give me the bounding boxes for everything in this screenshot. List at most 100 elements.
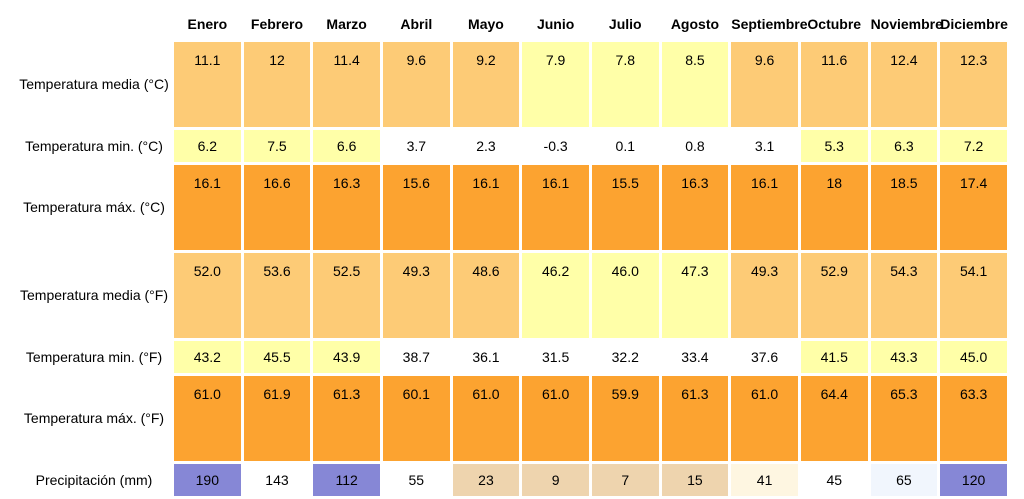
table-row: Temperatura min. (°F) 43.2 45.5 43.9 38.7 36.… <box>17 341 1007 373</box>
table-cell: 15.5 <box>591 165 659 250</box>
table-cell: 16.6 <box>243 165 311 250</box>
table-cell: 52.9 <box>800 253 868 338</box>
table-cell: 52.0 <box>174 253 241 338</box>
table-cell: 18 <box>800 165 868 250</box>
table-cell: 65.3 <box>870 376 938 461</box>
month-header: Mayo <box>468 16 504 32</box>
row-label: Temperatura media (°C) <box>17 42 171 127</box>
table-cell: 65 <box>870 464 938 496</box>
table-cell: 45.5 <box>243 341 311 373</box>
table-cell: 7 <box>591 464 659 496</box>
row-label: Precipitación (mm) <box>17 464 171 496</box>
table-cell: 143 <box>243 464 311 496</box>
table-cell: 120 <box>940 464 1007 496</box>
table-cell: 7.2 <box>940 130 1007 162</box>
table-cell: 49.3 <box>731 253 798 338</box>
table-cell: 41 <box>731 464 798 496</box>
table-cell: 61.0 <box>731 376 798 461</box>
table-cell: 60.1 <box>382 376 450 461</box>
table-cell: 112 <box>313 464 380 496</box>
month-header: Julio <box>608 16 642 32</box>
table-cell: 16.1 <box>452 165 520 250</box>
row-label: Temperatura media (°F) <box>17 253 171 338</box>
table-cell: 9 <box>522 464 589 496</box>
table-cell: 37.6 <box>731 341 798 373</box>
table-cell: 64.4 <box>800 376 868 461</box>
climate-table-container: Enero Febrero Marzo Abril Mayo Junio Jul… <box>14 6 1010 499</box>
table-cell: 47.3 <box>661 253 729 338</box>
month-header: Noviembre <box>870 16 943 32</box>
table-cell: 63.3 <box>940 376 1007 461</box>
month-header: Febrero <box>250 16 304 32</box>
table-row: Temperatura min. (°C) 6.2 7.5 6.6 3.7 2.3 -0.3… <box>17 130 1007 162</box>
table-cell: 23 <box>452 464 520 496</box>
table-cell: 41.5 <box>800 341 868 373</box>
table-cell: 61.3 <box>313 376 380 461</box>
table-cell: 3.1 <box>731 130 798 162</box>
table-cell: 61.0 <box>522 376 589 461</box>
table-row: Temperatura máx. (°C) 16.1 16.6 16.3 15.6 16.… <box>17 165 1007 250</box>
table-cell: 9.6 <box>382 42 450 127</box>
table-cell: 5.3 <box>800 130 868 162</box>
table-row: Precipitación (mm) 190 143 112 55 23 9 7 15 41 45 6… <box>17 464 1007 496</box>
table-cell: 11.6 <box>800 42 868 127</box>
month-header: Junio <box>536 16 575 32</box>
month-header: Enero <box>187 16 228 32</box>
table-cell: 48.6 <box>452 253 520 338</box>
table-row: Temperatura media (°F) 52.0 53.6 52.5 49.3 48… <box>17 253 1007 338</box>
month-header: Abril <box>400 16 433 32</box>
row-label: Temperatura min. (°F) <box>17 341 171 373</box>
table-cell: 46.0 <box>591 253 659 338</box>
row-label: Temperatura máx. (°C) <box>17 165 171 250</box>
row-label: Temperatura máx. (°F) <box>17 376 171 461</box>
table-cell: 54.3 <box>870 253 938 338</box>
table-cell: 6.2 <box>174 130 241 162</box>
table-cell: 2.3 <box>452 130 520 162</box>
table-cell: 7.5 <box>243 130 311 162</box>
table-cell: 52.5 <box>313 253 380 338</box>
month-header: Diciembre <box>940 16 1008 32</box>
table-cell: 43.2 <box>174 341 241 373</box>
table-cell: 6.6 <box>313 130 380 162</box>
table-cell: 61.9 <box>243 376 311 461</box>
header-row: Enero Febrero Marzo Abril Mayo Junio Jul… <box>17 9 1007 39</box>
table-cell: 59.9 <box>591 376 659 461</box>
table-cell: 18.5 <box>870 165 938 250</box>
table-cell: 16.3 <box>661 165 729 250</box>
table-cell: 9.2 <box>452 42 520 127</box>
table-row: Temperatura media (°C) 11.1 12 11.4 9.6 9.2 7.… <box>17 42 1007 127</box>
table-cell: 61.0 <box>452 376 520 461</box>
table-cell: 0.8 <box>661 130 729 162</box>
table-body: Temperatura media (°C) 11.1 12 11.4 9.6 9.2 7.… <box>17 42 1007 496</box>
table-cell: 12.3 <box>940 42 1007 127</box>
header-corner <box>17 9 171 39</box>
table-cell: 7.8 <box>591 42 659 127</box>
table-cell: 45 <box>800 464 868 496</box>
table-cell: 16.3 <box>313 165 380 250</box>
table-cell: 32.2 <box>591 341 659 373</box>
table-cell: 16.1 <box>174 165 241 250</box>
table-cell: 6.3 <box>870 130 938 162</box>
table-cell: -0.3 <box>522 130 589 162</box>
table-cell: 49.3 <box>382 253 450 338</box>
table-cell: 55 <box>382 464 450 496</box>
month-header: Agosto <box>670 16 720 32</box>
table-cell: 36.1 <box>452 341 520 373</box>
month-header: Octubre <box>807 16 862 32</box>
table-cell: 61.0 <box>174 376 241 461</box>
table-cell: 12 <box>243 42 311 127</box>
table-row: Temperatura máx. (°F) 61.0 61.9 61.3 60.1 61.… <box>17 376 1007 461</box>
table-cell: 16.1 <box>731 165 798 250</box>
table-cell: 8.5 <box>661 42 729 127</box>
climate-table: Enero Febrero Marzo Abril Mayo Junio Jul… <box>14 6 1010 499</box>
table-cell: 15.6 <box>382 165 450 250</box>
table-cell: 38.7 <box>382 341 450 373</box>
table-cell: 11.4 <box>313 42 380 127</box>
table-cell: 16.1 <box>522 165 589 250</box>
table-cell: 43.9 <box>313 341 380 373</box>
table-cell: 190 <box>174 464 241 496</box>
table-cell: 7.9 <box>522 42 589 127</box>
table-cell: 3.7 <box>382 130 450 162</box>
table-cell: 54.1 <box>940 253 1007 338</box>
table-cell: 17.4 <box>940 165 1007 250</box>
